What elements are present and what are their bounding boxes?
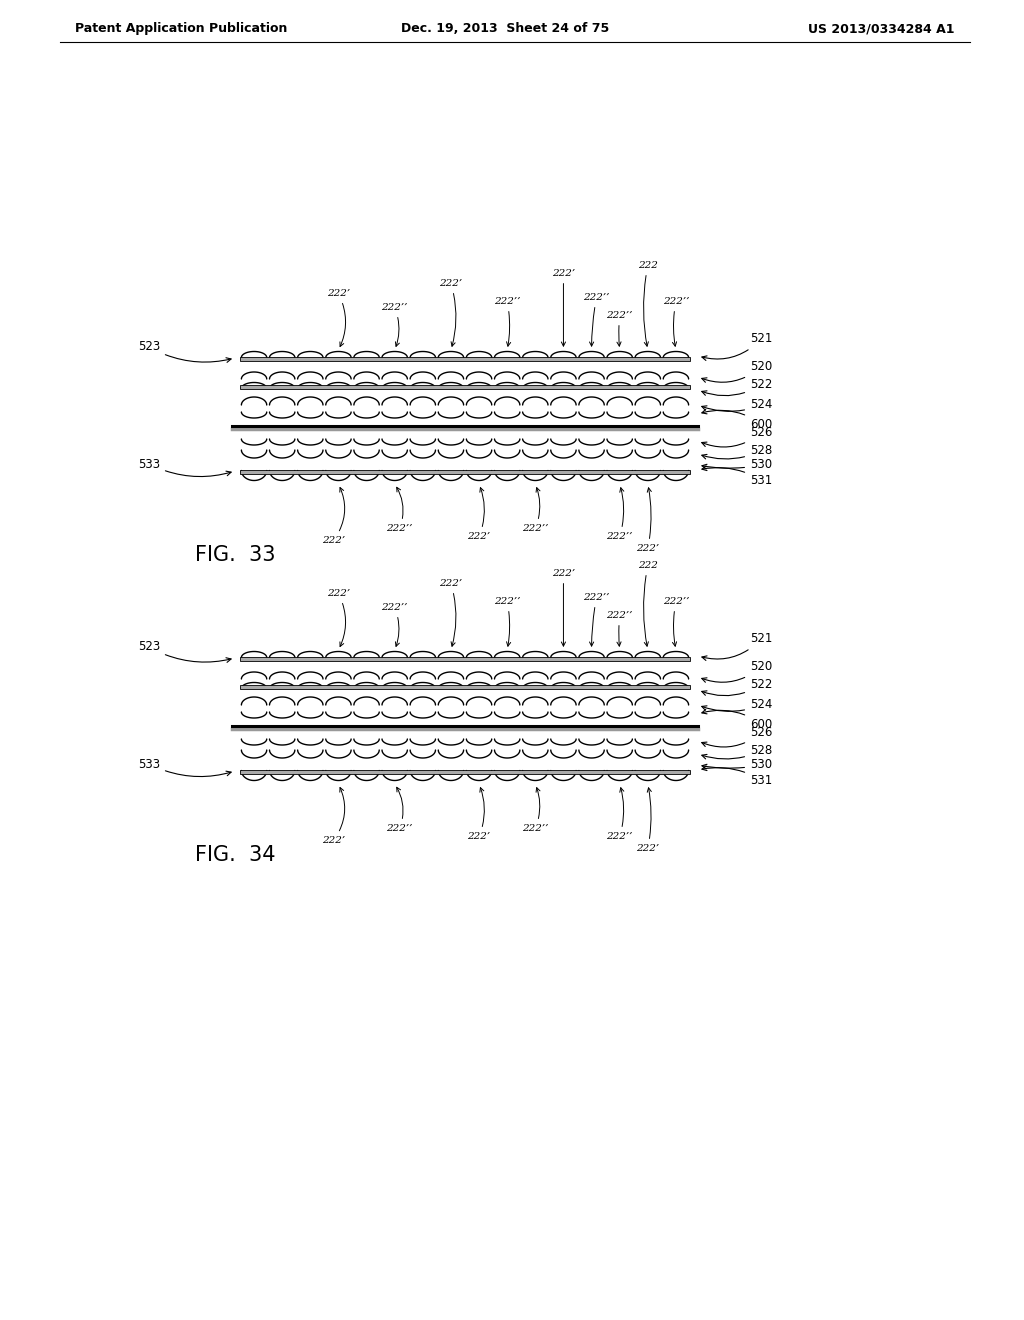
- Bar: [240, 358, 690, 360]
- Text: 222’’: 222’’: [606, 788, 633, 841]
- Text: 533: 533: [138, 758, 231, 776]
- Text: 222’: 222’: [636, 488, 659, 553]
- Text: 222’’: 222’’: [584, 293, 609, 346]
- Text: 530: 530: [702, 458, 772, 471]
- Text: 600: 600: [701, 409, 772, 430]
- Bar: [240, 771, 690, 774]
- Text: 222’: 222’: [327, 289, 350, 347]
- Bar: [240, 470, 690, 474]
- Text: 222’: 222’: [468, 487, 490, 541]
- Text: US 2013/0334284 A1: US 2013/0334284 A1: [809, 22, 955, 36]
- Text: 533: 533: [138, 458, 231, 477]
- Text: 521: 521: [701, 632, 772, 660]
- Text: 222’: 222’: [327, 589, 350, 647]
- Text: 530: 530: [702, 759, 772, 771]
- Text: 222’: 222’: [636, 788, 659, 853]
- Text: FIG.  33: FIG. 33: [195, 545, 275, 565]
- Text: 222’: 222’: [439, 279, 463, 346]
- Text: 526: 526: [701, 726, 772, 747]
- Text: 528: 528: [701, 445, 772, 459]
- Text: 222: 222: [638, 561, 657, 647]
- Bar: [240, 385, 690, 389]
- Text: 222’: 222’: [439, 579, 463, 647]
- Text: 531: 531: [701, 766, 772, 787]
- Text: Patent Application Publication: Patent Application Publication: [75, 22, 288, 36]
- Text: 222’’: 222’’: [382, 304, 408, 346]
- Bar: [240, 657, 690, 661]
- Text: 523: 523: [138, 341, 231, 363]
- Text: 520: 520: [701, 660, 772, 682]
- Text: 222’’: 222’’: [494, 297, 520, 346]
- Text: 523: 523: [138, 640, 231, 663]
- Text: 222’: 222’: [322, 788, 345, 845]
- Text: 222’’: 222’’: [606, 487, 633, 541]
- Text: 222’: 222’: [468, 788, 490, 841]
- Text: 222’’: 222’’: [494, 597, 520, 647]
- Text: 522: 522: [701, 678, 772, 696]
- Text: 222’’: 222’’: [606, 611, 633, 647]
- Text: 222’’: 222’’: [606, 312, 633, 346]
- Text: 222’’: 222’’: [382, 603, 408, 647]
- Text: 526: 526: [701, 426, 772, 447]
- Text: 522: 522: [701, 379, 772, 396]
- Text: 222’: 222’: [552, 269, 575, 346]
- Text: Dec. 19, 2013  Sheet 24 of 75: Dec. 19, 2013 Sheet 24 of 75: [400, 22, 609, 36]
- Text: 531: 531: [701, 466, 772, 487]
- Text: 222’’: 222’’: [663, 597, 689, 647]
- Text: 222’’: 222’’: [386, 487, 413, 533]
- Text: 222’’: 222’’: [386, 787, 413, 833]
- Text: 222’’: 222’’: [663, 297, 689, 346]
- Text: 528: 528: [701, 744, 772, 759]
- Text: 524: 524: [701, 698, 772, 711]
- Text: 222: 222: [638, 261, 657, 346]
- Text: FIG.  34: FIG. 34: [195, 845, 275, 865]
- Text: 600: 600: [701, 709, 772, 730]
- Bar: [240, 685, 690, 689]
- Text: 524: 524: [701, 399, 772, 412]
- Text: 222’’: 222’’: [522, 788, 549, 833]
- Text: 222’: 222’: [322, 487, 345, 545]
- Text: 521: 521: [701, 333, 772, 360]
- Text: 520: 520: [701, 360, 772, 383]
- Text: 222’’: 222’’: [522, 487, 549, 533]
- Text: 222’: 222’: [552, 569, 575, 645]
- Text: 222’’: 222’’: [584, 593, 609, 645]
